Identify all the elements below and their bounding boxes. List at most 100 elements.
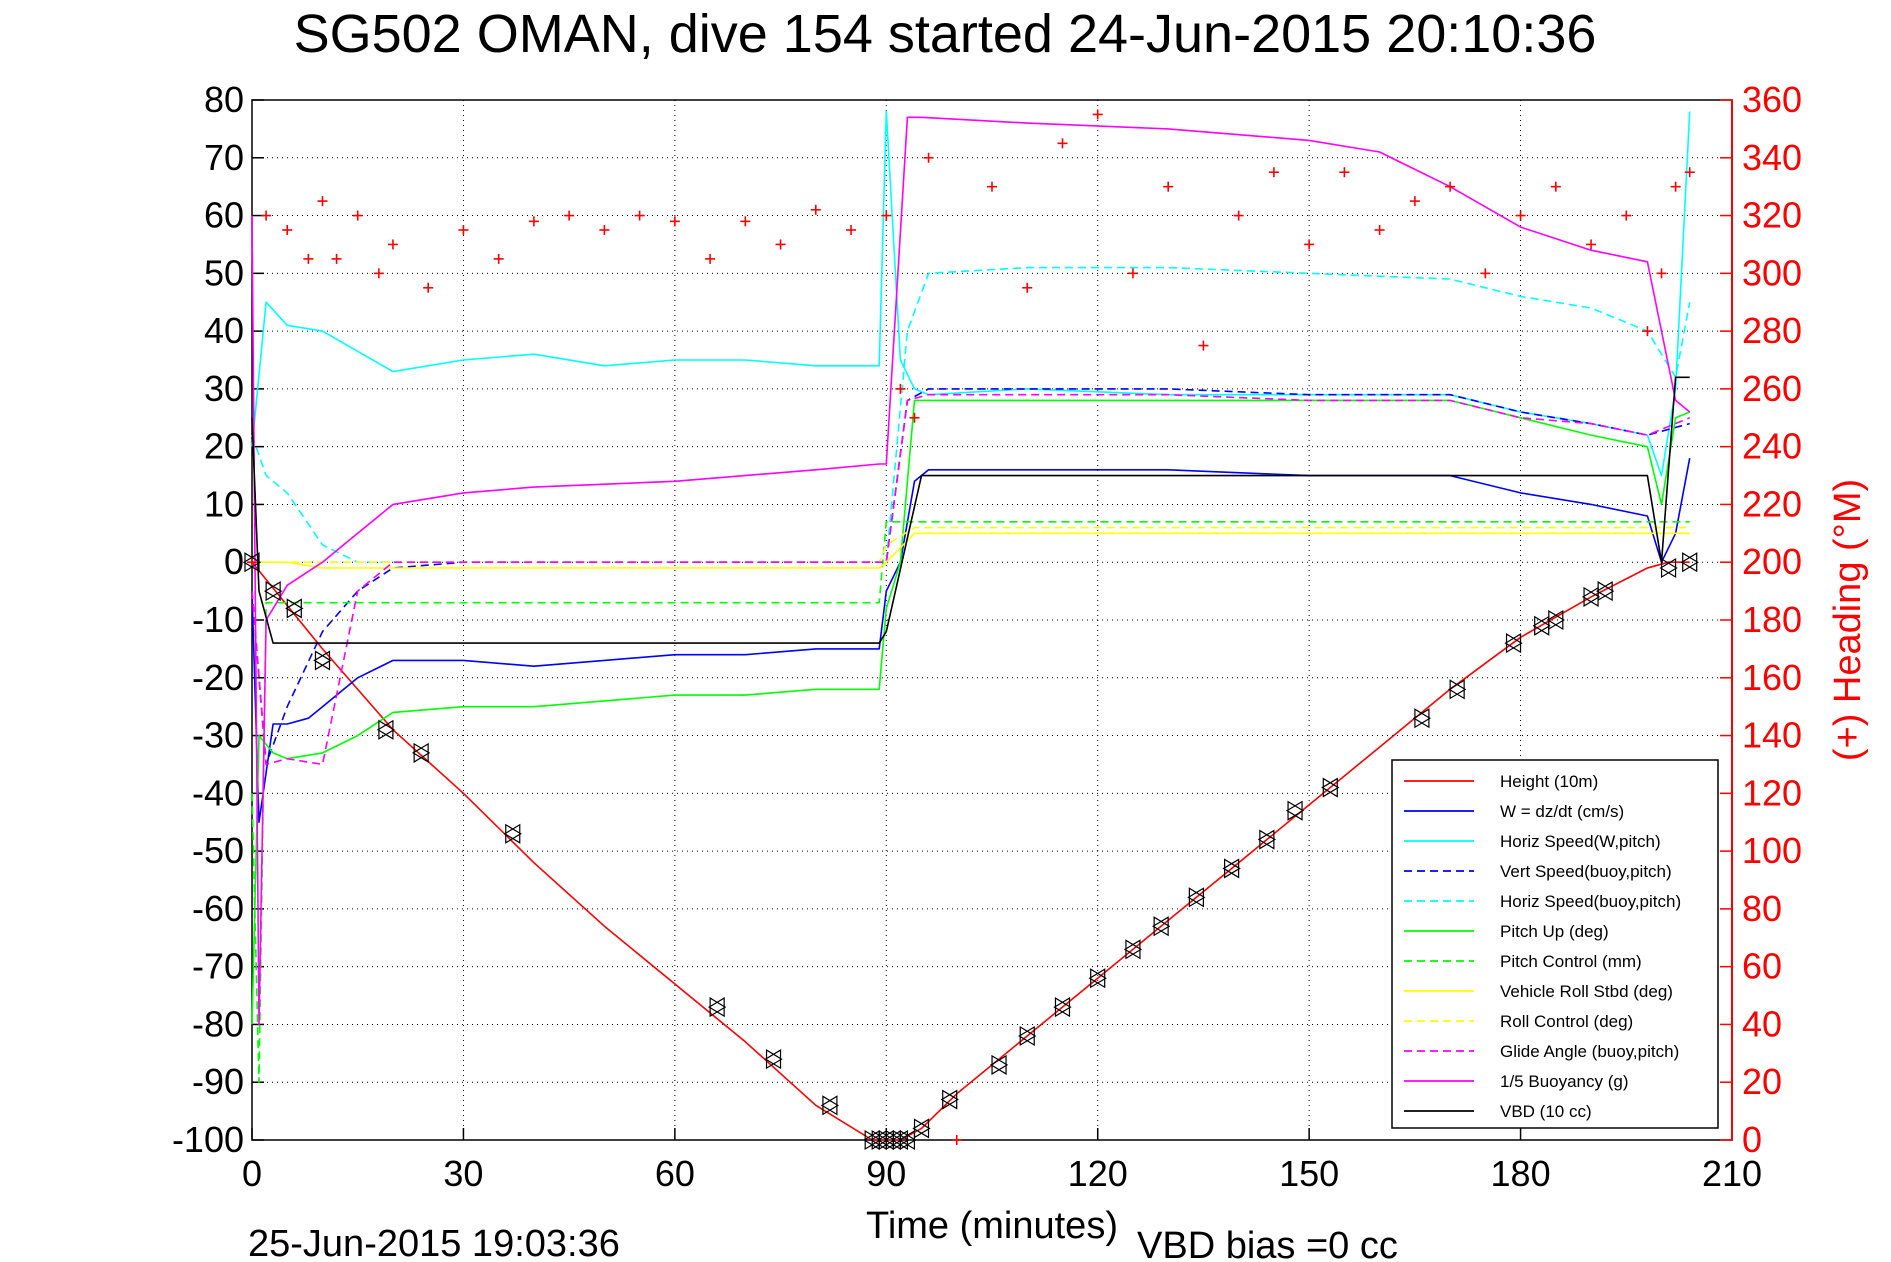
- heading-point: [1670, 181, 1681, 192]
- y-tick-label: -80: [192, 1003, 244, 1044]
- x-tick-label: 180: [1491, 1153, 1551, 1194]
- y2-tick-label: 360: [1742, 79, 1802, 120]
- legend-label-horiz-speed-w-pitch: Horiz Speed(W,pitch): [1500, 832, 1661, 851]
- legend-label-height-10m: Height (10m): [1500, 772, 1598, 791]
- y2-tick-label: 60: [1742, 946, 1782, 987]
- x-tick-label: 90: [866, 1153, 906, 1194]
- y-tick-label: -20: [192, 657, 244, 698]
- y-tick-label: 80: [204, 79, 244, 120]
- heading-point: [1163, 181, 1174, 192]
- heading-point: [951, 1135, 962, 1145]
- heading-point: [493, 253, 504, 264]
- y-tick-label: 40: [204, 310, 244, 351]
- depth-marker: [1187, 887, 1206, 908]
- y2-tick-label: 320: [1742, 195, 1802, 236]
- legend-label-vert-speed-buoy-pitch: Vert Speed(buoy,pitch): [1500, 862, 1672, 881]
- heading-point: [881, 210, 892, 221]
- depth-marker: [242, 552, 262, 573]
- x-tick-label: 60: [655, 1153, 695, 1194]
- legend-label-pitch-up-deg: Pitch Up (deg): [1500, 922, 1609, 941]
- series-w-dz-dt-cm-s: [251, 458, 1691, 824]
- footer-vbd-bias: VBD bias =0 cc: [1137, 1225, 1398, 1262]
- heading-point: [1621, 210, 1632, 221]
- depth-marker: [1018, 1025, 1037, 1047]
- heading-point: [923, 152, 934, 163]
- y2-tick-label: 240: [1742, 426, 1802, 467]
- x-axis-ticks: 0 30 60 90 120 150 180 210: [242, 1128, 1762, 1194]
- y-tick-label: 0: [224, 541, 244, 582]
- heading-point: [352, 210, 363, 221]
- heading-point: [387, 239, 398, 250]
- y-tick-label: 50: [204, 252, 244, 293]
- depth-marker: [285, 598, 304, 619]
- heading-point: [1057, 138, 1068, 149]
- series-roll-control-deg: [252, 526, 1690, 564]
- y2-tick-label: 340: [1742, 137, 1802, 178]
- heading-point: [1198, 340, 1209, 351]
- heading-point: [669, 216, 680, 227]
- y2-tick-label: 140: [1742, 715, 1802, 756]
- depth-marker: [1088, 968, 1107, 989]
- depth-marker: [1659, 557, 1678, 579]
- legend-label-horiz-speed-buoy-pitch: Horiz Speed(buoy,pitch): [1500, 892, 1681, 911]
- heading-layer: [247, 109, 1695, 1145]
- y2-tick-label: 280: [1742, 310, 1802, 351]
- legend-label-vehicle-roll-stbd-deg: Vehicle Roll Stbd (deg): [1500, 982, 1673, 1001]
- y-tick-label: 30: [204, 368, 244, 409]
- depth-marker: [1285, 800, 1305, 821]
- x-tick-label: 0: [242, 1153, 262, 1194]
- heading-point: [1233, 210, 1244, 221]
- heading-point: [705, 253, 716, 264]
- heading-point: [303, 253, 314, 264]
- depth-marker: [376, 719, 396, 740]
- heading-point: [775, 239, 786, 250]
- y-tick-label: 10: [204, 483, 244, 524]
- heading-point: [282, 225, 293, 235]
- heading-point: [1684, 167, 1695, 178]
- depth-marker: [411, 742, 431, 763]
- heading-point: [846, 225, 857, 235]
- heading-point: [895, 383, 906, 394]
- heading-point: [810, 204, 821, 215]
- x-tick-label: 210: [1702, 1153, 1762, 1194]
- heading-point: [331, 253, 342, 264]
- y2-tick-label: 180: [1742, 599, 1802, 640]
- depth-marker: [1321, 777, 1340, 798]
- legend-label-roll-control-deg: Roll Control (deg): [1500, 1012, 1633, 1031]
- depth-marker: [1546, 609, 1565, 631]
- heading-point: [1268, 167, 1279, 178]
- x-axis-label: Time (minutes): [866, 1205, 1118, 1247]
- heading-point: [634, 210, 645, 221]
- heading-point: [317, 196, 328, 207]
- depth-marker: [1257, 829, 1277, 850]
- marker-layer: [242, 552, 1699, 1151]
- heading-point: [528, 216, 539, 227]
- y2-tick-label: 40: [1742, 1003, 1782, 1044]
- heading-point: [1480, 268, 1491, 279]
- series-1-5-buoyancy-g: [251, 116, 1691, 1026]
- y2-tick-label: 20: [1742, 1061, 1782, 1102]
- y2-tick-label: 100: [1742, 830, 1802, 871]
- y2-tick-label: 120: [1742, 772, 1802, 813]
- y-tick-label: -40: [192, 772, 244, 813]
- depth-marker: [313, 650, 332, 671]
- heading-point: [1515, 210, 1526, 221]
- legend: Height (10m) W = dz/dt (cm/s) Horiz Speed(…: [1391, 759, 1719, 1129]
- depth-marker: [1222, 858, 1241, 879]
- depth-marker: [898, 1129, 917, 1151]
- y-tick-label: 60: [204, 195, 244, 236]
- heading-point: [1586, 239, 1597, 250]
- heading-point: [909, 412, 920, 423]
- footer-end-time: 25-Jun-2015 19:03:36: [248, 1223, 620, 1262]
- y2-axis-ticks: 0 20 40 60 80 100 120 140 160 180 200 220 240 260 280 3…: [1720, 79, 1802, 1160]
- y2-tick-label: 260: [1742, 368, 1802, 409]
- heading-point: [1304, 239, 1315, 250]
- y2-tick-label: 160: [1742, 657, 1802, 698]
- depth-marker: [1053, 997, 1072, 1018]
- y2-axis-label: (+) Heading (°M): [1827, 479, 1869, 761]
- y-tick-label: -70: [192, 946, 244, 987]
- depth-marker: [1151, 916, 1171, 937]
- y-tick-label: -100: [172, 1119, 244, 1160]
- y2-tick-label: 220: [1742, 483, 1802, 524]
- y2-tick-label: 200: [1742, 541, 1802, 582]
